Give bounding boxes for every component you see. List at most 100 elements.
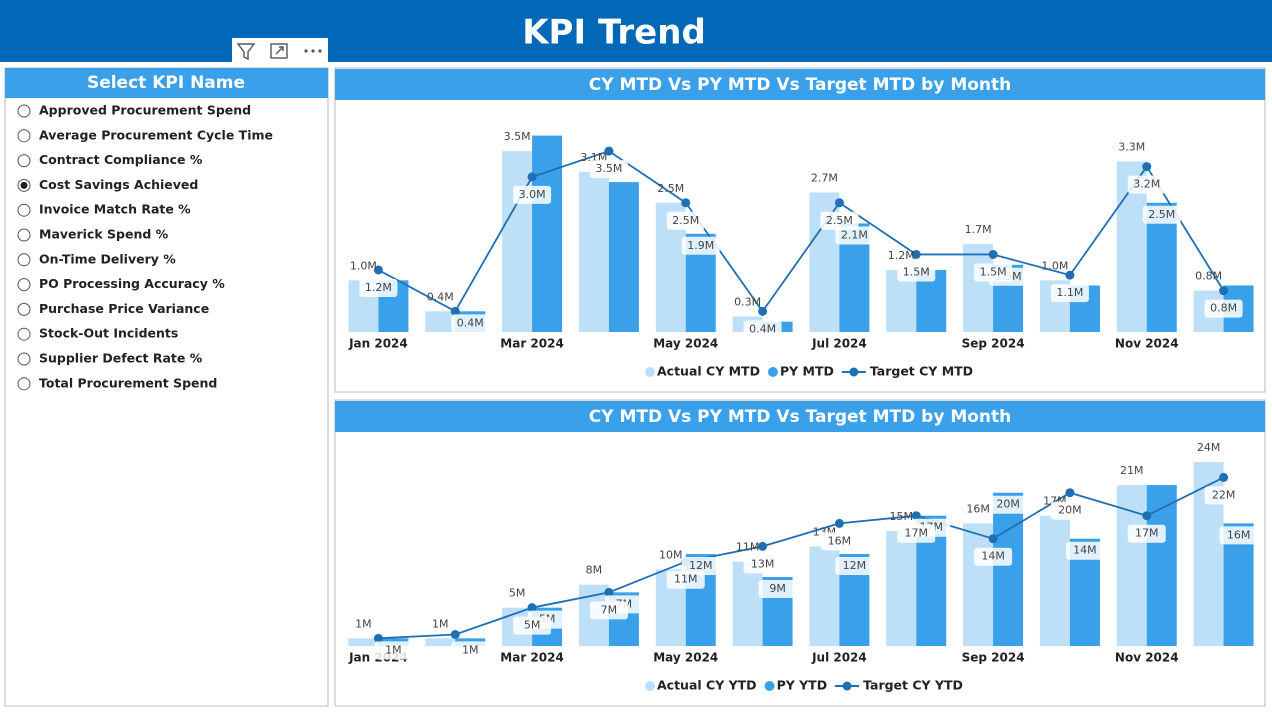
slicer-option[interactable]: Maverick Spend % xyxy=(17,227,169,242)
data-label: 10M xyxy=(659,548,683,561)
radio[interactable] xyxy=(17,154,31,168)
legend-label: Actual CY YTD xyxy=(657,678,757,693)
chart-title-bar xyxy=(335,69,1265,100)
filter-icon[interactable] xyxy=(236,43,256,61)
x-tick-label: May 2024 xyxy=(653,337,718,351)
option-label[interactable]: Supplier Defect Rate % xyxy=(39,351,203,366)
slicer-option[interactable]: Approved Procurement Spend xyxy=(17,103,251,118)
bar xyxy=(608,182,639,332)
radio[interactable] xyxy=(17,377,31,391)
bar xyxy=(963,244,994,332)
target-point xyxy=(1219,472,1229,482)
label-pill xyxy=(1127,175,1166,194)
x-tick-label: Nov 2024 xyxy=(1115,337,1179,351)
data-label: 17M xyxy=(1135,527,1159,540)
option-label[interactable]: Cost Savings Achieved xyxy=(39,177,198,192)
radio[interactable] xyxy=(17,104,31,118)
slicer-option[interactable]: On-Time Delivery % xyxy=(17,251,176,267)
chart-title: CY MTD Vs PY MTD Vs Target MTD by Month xyxy=(589,75,1012,95)
slicer-frame xyxy=(4,67,329,707)
data-label: 2.5M xyxy=(1148,208,1175,221)
label-pill xyxy=(989,495,1028,514)
option-label[interactable]: On-Time Delivery % xyxy=(39,251,176,266)
data-label: 3.3M xyxy=(1118,140,1145,153)
label-pill xyxy=(374,641,413,660)
bar xyxy=(963,523,994,646)
slicer-option[interactable]: Total Procurement Spend xyxy=(17,375,217,391)
slicer-option[interactable]: PO Processing Accuracy % xyxy=(17,276,225,292)
data-label: 7M xyxy=(601,603,618,616)
data-label: 16M xyxy=(1227,528,1251,541)
option-label[interactable]: Stock-Out Incidents xyxy=(39,326,178,341)
radio[interactable] xyxy=(17,129,31,143)
label-pill xyxy=(1142,205,1181,224)
radio[interactable] xyxy=(17,203,31,217)
slicer: Select KPI Name Approved Procurement Spe… xyxy=(4,67,329,707)
data-label: 2.5M xyxy=(826,214,853,227)
legend-marker xyxy=(849,367,859,377)
option-label[interactable]: Contract Compliance % xyxy=(39,152,203,167)
target-point xyxy=(527,172,537,182)
chart-panel xyxy=(334,399,1266,707)
bar xyxy=(886,531,917,646)
slicer-option[interactable]: Invoice Match Rate % xyxy=(17,202,191,217)
legend-marker xyxy=(842,681,852,691)
slicer-option[interactable]: Purchase Price Variance xyxy=(17,301,209,316)
data-label: 12M xyxy=(689,559,713,572)
focus-icon[interactable] xyxy=(270,43,288,59)
label-pill xyxy=(743,555,782,574)
data-label: 1.1M xyxy=(1056,286,1083,299)
chart-title: CY MTD Vs PY MTD Vs Target MTD by Month xyxy=(589,407,1012,427)
option-label[interactable]: Invoice Match Rate % xyxy=(39,202,191,217)
data-label: 3.0M xyxy=(519,188,546,201)
data-label: 3.2M xyxy=(1133,178,1160,191)
bar xyxy=(1039,515,1070,646)
radio[interactable] xyxy=(17,302,31,316)
data-label: 1.5M xyxy=(980,265,1007,278)
slicer-option[interactable]: Contract Compliance % xyxy=(17,152,203,168)
bar xyxy=(809,546,840,646)
label-pill xyxy=(835,226,874,245)
slicer-option[interactable]: Supplier Defect Rate % xyxy=(17,351,203,366)
option-label[interactable]: Purchase Price Variance xyxy=(39,301,209,316)
label-pill xyxy=(589,160,628,179)
option-label[interactable]: Maverick Spend % xyxy=(39,227,169,242)
more-icon[interactable] xyxy=(304,49,322,53)
data-label: 22M xyxy=(1212,488,1236,501)
radio[interactable] xyxy=(17,228,31,242)
data-label: 3.5M xyxy=(595,162,622,175)
bar xyxy=(1146,202,1177,332)
label-pill xyxy=(1065,541,1104,560)
label-pill xyxy=(743,320,782,339)
legend-label: PY MTD xyxy=(780,364,834,379)
slicer-option[interactable]: Stock-Out Incidents xyxy=(17,326,178,341)
x-tick-label: Mar 2024 xyxy=(500,337,564,351)
radio[interactable] xyxy=(17,352,31,366)
data-label: 1.0M xyxy=(1041,259,1068,272)
option-label[interactable]: PO Processing Accuracy % xyxy=(39,276,225,291)
data-label: 15M xyxy=(890,510,914,523)
data-label: 0.8M xyxy=(1210,302,1237,315)
data-label: 1.0M xyxy=(350,259,377,272)
label-pill xyxy=(666,211,705,230)
radio[interactable] xyxy=(17,278,31,292)
legend-marker xyxy=(767,367,778,377)
slicer-option[interactable]: Cost Savings Achieved xyxy=(17,177,198,192)
option-label[interactable]: Average Procurement Cycle Time xyxy=(39,127,273,142)
target-point xyxy=(834,518,844,528)
label-pill xyxy=(1050,284,1089,303)
legend-label: PY YTD xyxy=(777,678,828,693)
x-tick-label: Sep 2024 xyxy=(962,337,1025,351)
slicer-option[interactable]: Average Procurement Cycle Time xyxy=(17,127,273,143)
data-label: 20M xyxy=(1058,504,1082,517)
radio[interactable] xyxy=(17,327,31,341)
radio[interactable] xyxy=(17,253,31,267)
option-label[interactable]: Approved Procurement Spend xyxy=(39,103,251,118)
data-label: 1.9M xyxy=(687,239,714,252)
label-pill xyxy=(897,524,936,543)
label-pill xyxy=(451,641,490,660)
data-label: 3.5M xyxy=(504,130,531,143)
target-point xyxy=(373,633,383,643)
option-label[interactable]: Total Procurement Spend xyxy=(39,375,217,390)
bar xyxy=(502,151,533,332)
